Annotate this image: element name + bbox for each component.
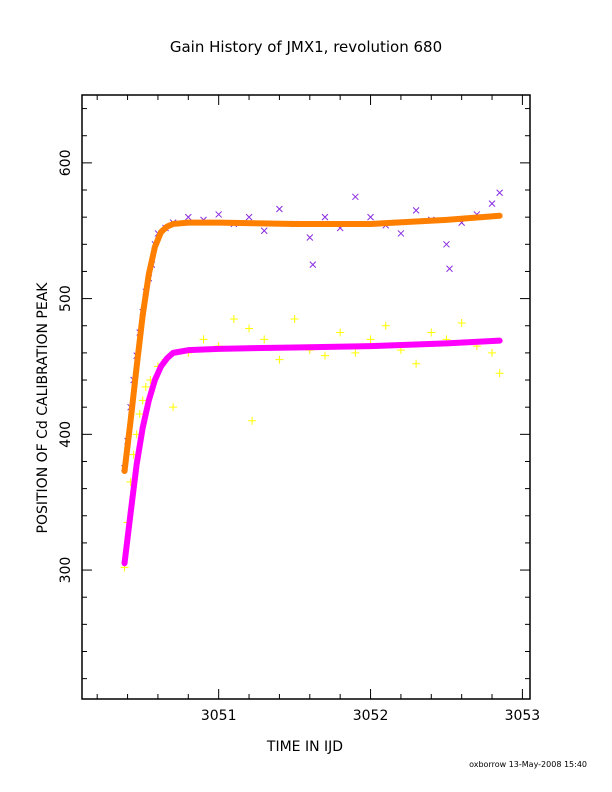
x-mark-point <box>215 211 223 218</box>
fit-curve-3 <box>121 337 503 567</box>
plus-mark-point <box>275 355 284 364</box>
plus-mark-point <box>290 314 299 323</box>
x-mark-point <box>260 227 268 235</box>
y-tick-label: 600 <box>58 149 74 176</box>
y-tick-label: 400 <box>58 421 74 448</box>
plus-mark-point <box>141 382 150 391</box>
x-tick-label: 3051 <box>201 708 237 724</box>
data-marks <box>120 189 504 572</box>
x-mark-point <box>412 207 420 214</box>
x-axis-label: TIME IN IJD <box>266 739 344 755</box>
plus-mark-point <box>381 321 390 330</box>
plus-mark-point <box>351 348 360 357</box>
plus-mark-point <box>169 403 178 412</box>
plus-mark-point <box>199 335 208 344</box>
plus-mark-point <box>457 319 466 328</box>
x-mark-point <box>309 261 317 269</box>
tick-labels: 3051 3052 3053 300 400 500 600 <box>58 149 540 724</box>
x-tick-label: 3052 <box>353 708 389 724</box>
x-mark-point <box>306 234 314 241</box>
x-mark-point <box>488 200 496 207</box>
plus-mark-point <box>248 416 257 425</box>
plus-mark-point <box>138 396 147 405</box>
plus-mark-point <box>260 335 269 344</box>
x-mark-point <box>446 265 453 273</box>
x-mark-point <box>367 213 374 221</box>
plus-mark-point <box>245 324 254 333</box>
plus-mark-point <box>229 314 238 323</box>
x-mark-point <box>245 213 253 221</box>
y-tick-label: 300 <box>58 557 74 584</box>
plus-mark-point <box>336 328 345 337</box>
x-mark-point <box>397 230 405 237</box>
plus-mark-point <box>135 409 144 418</box>
x-mark-point <box>276 205 283 213</box>
plus-mark-point <box>366 335 375 344</box>
x-mark-point <box>496 189 503 197</box>
x-mark-point <box>184 213 192 221</box>
y-tick-label: 500 <box>58 285 74 312</box>
plus-mark-point <box>320 351 329 360</box>
plus-mark-point <box>488 348 497 357</box>
plus-mark-point <box>412 359 421 368</box>
axis-ticks <box>82 95 530 699</box>
plus-mark-point <box>427 328 436 337</box>
plot-frame <box>81 94 531 700</box>
footer-stamp: oxborrow 13-May-2008 15:40 <box>469 760 587 769</box>
x-mark-point <box>352 193 359 201</box>
plus-mark-point <box>495 369 504 378</box>
chart-title: Gain History of JMX1, revolution 680 <box>169 38 443 56</box>
x-tick-label: 3053 <box>505 708 541 724</box>
x-mark-point <box>443 240 450 248</box>
x-mark-point <box>321 213 329 221</box>
fit-curve-2 <box>121 212 503 474</box>
y-axis-label: POSITION OF Cd CALIBRATION PEAK <box>35 282 51 534</box>
